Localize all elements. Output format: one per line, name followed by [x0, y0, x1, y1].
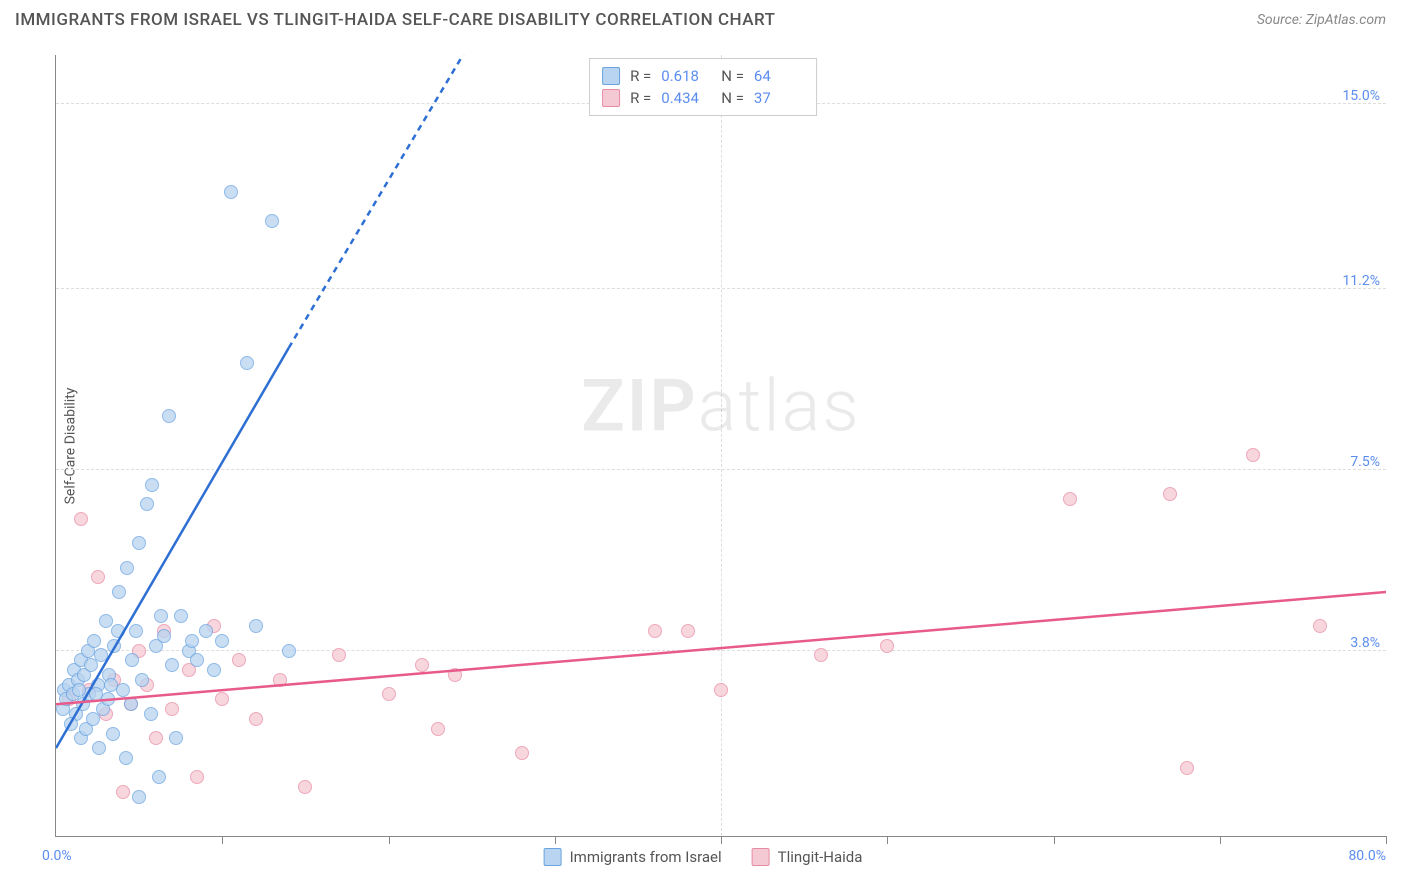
data-point [1313, 619, 1327, 633]
data-point [144, 707, 158, 721]
x-tick [389, 836, 390, 844]
data-point [240, 356, 254, 370]
chart-title: IMMIGRANTS FROM ISRAEL VS TLINGIT-HAIDA … [15, 10, 776, 30]
data-point [382, 687, 396, 701]
data-point [111, 624, 125, 638]
swatch-series-b [752, 848, 770, 866]
data-point [232, 653, 246, 667]
data-point [174, 609, 188, 623]
data-point [92, 741, 106, 755]
data-point [87, 634, 101, 648]
data-point [116, 785, 130, 799]
data-point [273, 673, 287, 687]
y-tick-label: 11.2% [1342, 273, 1380, 289]
x-tick [721, 836, 722, 844]
data-point [129, 624, 143, 638]
data-point [448, 668, 462, 682]
series-legend: Immigrants from Israel Tlingit-Haida [544, 848, 863, 866]
data-point [106, 727, 120, 741]
data-point [190, 770, 204, 784]
data-point [1180, 761, 1194, 775]
data-point [135, 673, 149, 687]
data-point [149, 731, 163, 745]
data-point [648, 624, 662, 638]
y-tick-label: 15.0% [1342, 88, 1380, 104]
x-tick [887, 836, 888, 844]
x-tick [555, 836, 556, 844]
swatch-series-a [602, 67, 620, 85]
data-point [814, 648, 828, 662]
data-point [215, 634, 229, 648]
data-point [140, 497, 154, 511]
x-tick [1220, 836, 1221, 844]
legend-item-series-a: Immigrants from Israel [544, 848, 722, 866]
data-point [74, 512, 88, 526]
data-point [132, 790, 146, 804]
data-point [169, 731, 183, 745]
x-tick [1054, 836, 1055, 844]
data-point [154, 609, 168, 623]
data-point [112, 585, 126, 599]
data-point [104, 678, 118, 692]
y-tick-label: 3.8% [1350, 635, 1380, 651]
data-point [190, 653, 204, 667]
data-point [224, 185, 238, 199]
x-tick [222, 836, 223, 844]
data-point [165, 702, 179, 716]
data-point [132, 536, 146, 550]
y-tick-label: 7.5% [1350, 454, 1380, 470]
data-point [64, 717, 78, 731]
data-point [152, 770, 166, 784]
data-point [298, 780, 312, 794]
legend-item-series-b: Tlingit-Haida [752, 848, 863, 866]
data-point [681, 624, 695, 638]
x-axis-min-label: 0.0% [42, 848, 72, 864]
scatter-chart: ZIPatlas 3.8%7.5%11.2%15.0% [55, 55, 1386, 837]
data-point [249, 712, 263, 726]
data-point [1163, 487, 1177, 501]
x-axis-max-label: 80.0% [1348, 848, 1386, 864]
grid-line-v [721, 55, 722, 836]
data-point [332, 648, 346, 662]
data-point [125, 653, 139, 667]
swatch-series-a [544, 848, 562, 866]
data-point [415, 658, 429, 672]
data-point [145, 478, 159, 492]
data-point [1246, 448, 1260, 462]
data-point [72, 683, 86, 697]
legend-row-series-a: R = 0.618 N = 64 [602, 65, 804, 87]
data-point [431, 722, 445, 736]
data-point [162, 409, 176, 423]
data-point [1063, 492, 1077, 506]
chart-header: IMMIGRANTS FROM ISRAEL VS TLINGIT-HAIDA … [0, 0, 1406, 40]
data-point [119, 751, 133, 765]
data-point [91, 570, 105, 584]
data-point [880, 639, 894, 653]
data-point [94, 648, 108, 662]
data-point [282, 644, 296, 658]
correlation-legend: R = 0.618 N = 64 R = 0.434 N = 37 [589, 58, 817, 116]
data-point [515, 746, 529, 760]
data-point [89, 687, 103, 701]
data-point [120, 561, 134, 575]
data-point [199, 624, 213, 638]
data-point [265, 214, 279, 228]
legend-row-series-b: R = 0.434 N = 37 [602, 87, 804, 109]
data-point [714, 683, 728, 697]
source-attribution: Source: ZipAtlas.com [1257, 12, 1386, 28]
data-point [157, 629, 171, 643]
data-point [207, 663, 221, 677]
data-point [185, 634, 199, 648]
data-point [107, 639, 121, 653]
data-point [249, 619, 263, 633]
data-point [124, 697, 138, 711]
data-point [215, 692, 229, 706]
swatch-series-b [602, 89, 620, 107]
x-tick [1386, 836, 1387, 844]
data-point [165, 658, 179, 672]
